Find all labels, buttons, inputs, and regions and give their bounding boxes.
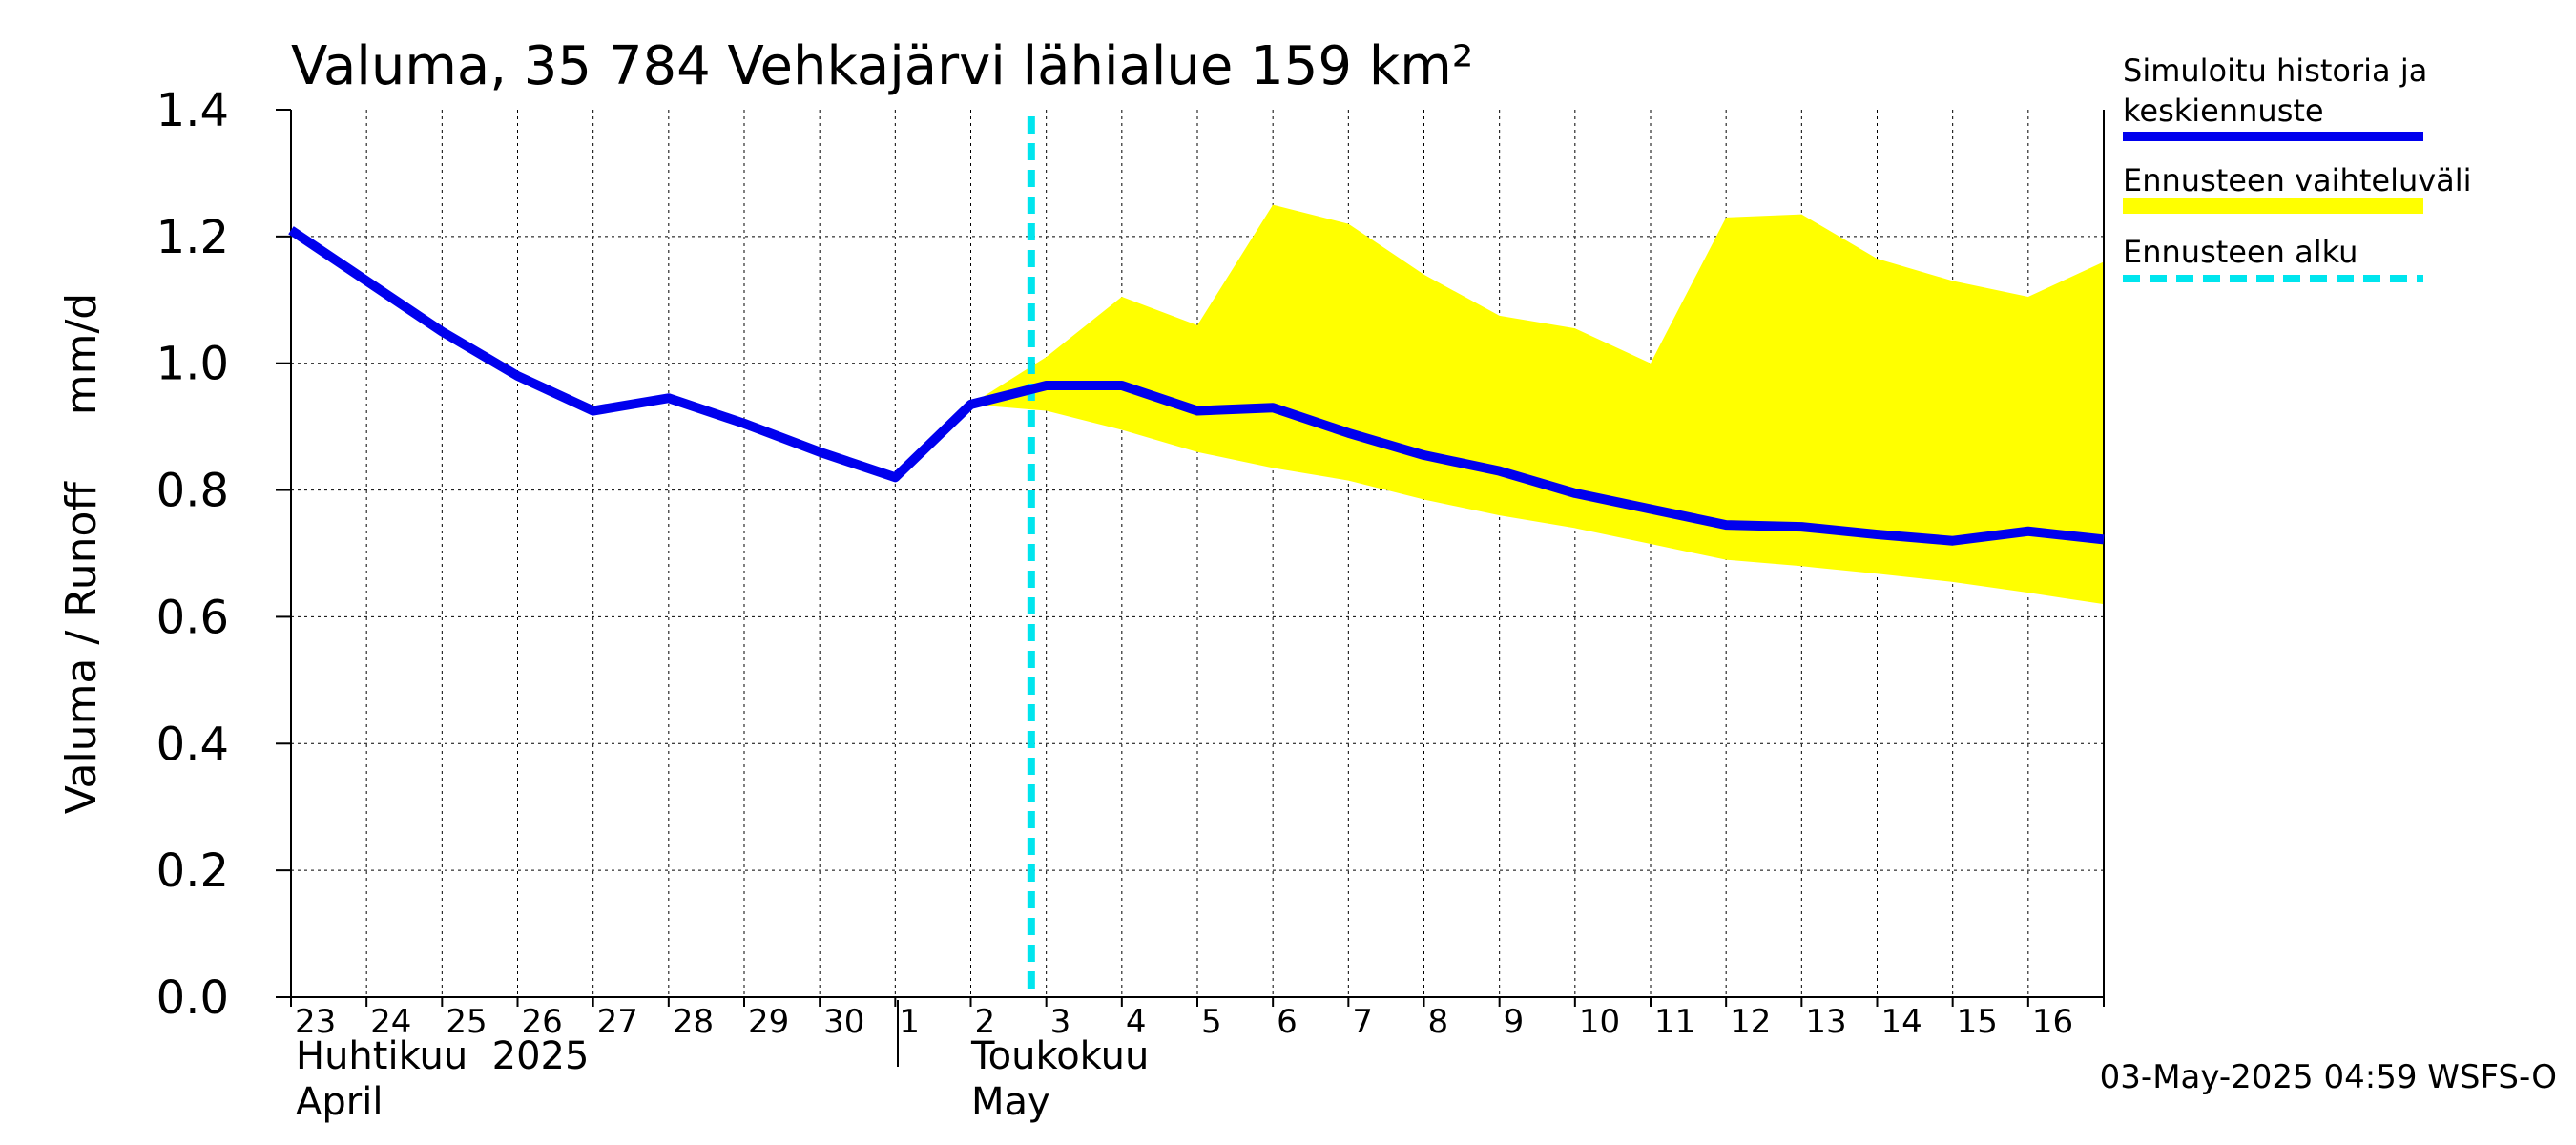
x-tick-label: 23 [295, 1003, 336, 1041]
legend: Simuloitu historia ja keskiennuste Ennus… [2123, 52, 2472, 282]
x-tick-label: 8 [1428, 1003, 1449, 1041]
forecast-range-band [970, 204, 2104, 605]
x-tick-label: 30 [823, 1003, 864, 1041]
legend-label-range: Ennusteen vaihteluväli [2123, 162, 2472, 198]
x-tick-label: 13 [1805, 1003, 1846, 1041]
y-tick-label: 1.2 [156, 211, 229, 264]
month-label-april-en: April [296, 1080, 383, 1124]
series-line-simulated [288, 226, 2105, 546]
x-tick-label: 10 [1579, 1003, 1620, 1041]
forecast-range-area [970, 204, 2104, 605]
x-tick-label: 3 [1050, 1003, 1071, 1041]
y-tick-label: 0.0 [156, 971, 229, 1025]
y-tick-label: 1.4 [156, 84, 229, 137]
x-tick-label: 24 [370, 1003, 411, 1041]
x-tick-label: 26 [522, 1003, 563, 1041]
y-tick-label: 0.4 [156, 718, 229, 771]
y-axis-label: Valuma / Runoff mm/d [57, 293, 106, 814]
month-label-may-fi: Toukokuu [970, 1034, 1149, 1078]
x-tick-label: 5 [1201, 1003, 1222, 1041]
month-label-may-en: May [971, 1080, 1050, 1124]
x-tick-label: 14 [1881, 1003, 1922, 1041]
legend-label-simulated-line1: Simuloitu historia ja [2123, 52, 2427, 89]
x-tick-label: 16 [2032, 1003, 2073, 1041]
x-tick-label: 2 [975, 1003, 996, 1041]
legend-label-simulated-line2: keskiennuste [2123, 93, 2324, 129]
y-tick-label: 1.0 [156, 338, 229, 391]
chart-title: Valuma, 35 784 Vehkajärvi lähialue 159 k… [291, 35, 1473, 97]
x-tick-label: 4 [1126, 1003, 1147, 1041]
y-axis-ticks: 0.0 0.2 0.4 0.6 0.8 1.0 1.2 1.4 [156, 84, 291, 1025]
y-tick-label: 0.6 [156, 591, 229, 644]
x-tick-label: 29 [748, 1003, 789, 1041]
timestamp: 03-May-2025 04:59 WSFS-O [2100, 1058, 2557, 1096]
simulated-runoff-line [288, 226, 2105, 546]
x-axis-ticks: 23 24 25 26 27 28 29 30 1 2 3 4 5 6 7 8 9 10 11 12 13 14 15 16 [290, 997, 2105, 1041]
x-tick-label: 1 [899, 1003, 920, 1041]
x-tick-label: 12 [1730, 1003, 1771, 1041]
legend-label-forecast-start: Ennusteen alku [2123, 234, 2358, 270]
x-tick-label: 9 [1504, 1003, 1525, 1041]
month-label-april-fi: Huhtikuu 2025 [296, 1034, 589, 1078]
x-tick-label: 28 [673, 1003, 714, 1041]
x-tick-label: 27 [597, 1003, 638, 1041]
x-tick-label: 25 [446, 1003, 487, 1041]
y-tick-label: 0.8 [156, 465, 229, 518]
y-tick-label: 0.2 [156, 844, 229, 898]
x-tick-label: 7 [1352, 1003, 1373, 1041]
x-tick-label: 11 [1654, 1003, 1695, 1041]
x-tick-label: 6 [1277, 1003, 1298, 1041]
x-tick-label: 15 [1957, 1003, 1998, 1041]
